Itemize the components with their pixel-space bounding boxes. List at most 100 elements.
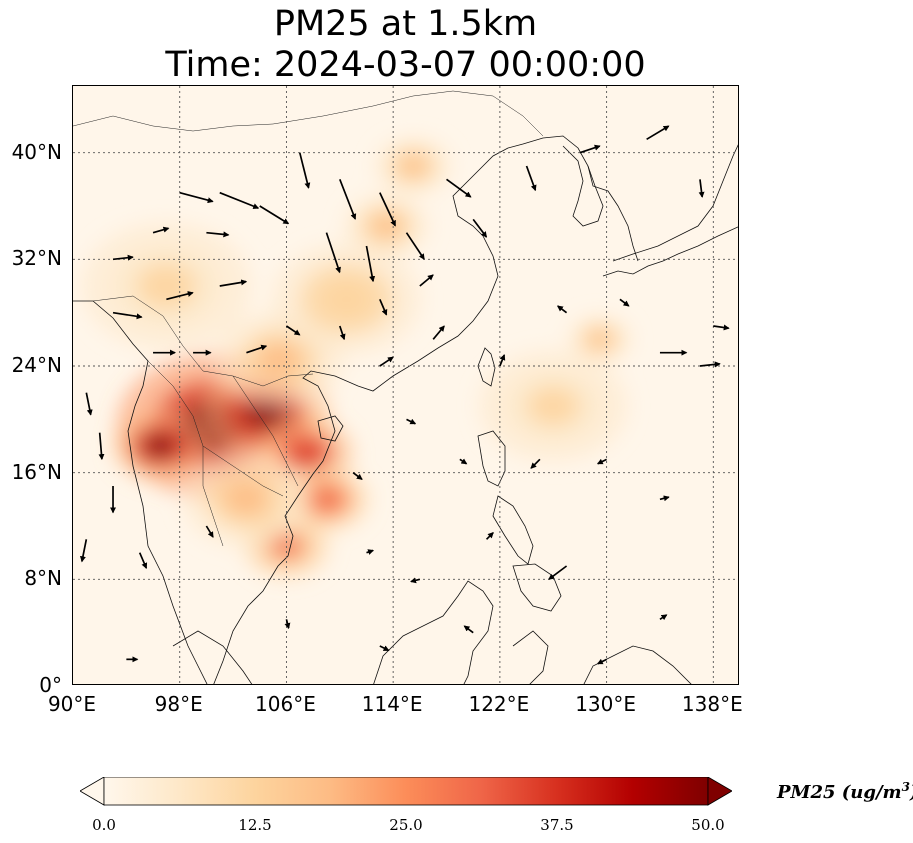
wind-arrow xyxy=(525,165,537,192)
wind-arrow xyxy=(112,311,143,320)
graticule xyxy=(73,86,738,684)
map-panel xyxy=(72,85,739,685)
colorbar-tick-label: 25.0 xyxy=(389,816,423,834)
hainan-coastline xyxy=(317,415,344,442)
colorbar-tick-label: 50.0 xyxy=(691,816,725,834)
longitude-tick-label: 130°E xyxy=(575,692,636,716)
wind-arrow xyxy=(138,552,148,569)
pm25-hotspot xyxy=(257,342,302,376)
wind-arrow xyxy=(179,191,214,204)
wind-arrow xyxy=(530,458,541,469)
borneo-coastline xyxy=(373,580,494,684)
wind-arrow xyxy=(284,619,291,630)
wind-arrow xyxy=(85,392,93,416)
indochina-borders xyxy=(147,360,299,547)
colorbar-label-text: PM25 (ug/m xyxy=(777,782,902,803)
wind-arrow xyxy=(406,418,417,425)
wind-arrow xyxy=(659,495,670,502)
longitude-tick-label: 106°E xyxy=(255,692,316,716)
longitude-tick-label: 138°E xyxy=(681,692,743,716)
longitude-tick-label: 98°E xyxy=(154,692,203,716)
longitude-tick-label: 90°E xyxy=(47,692,97,716)
latitude-tick-label: 0° xyxy=(39,673,62,697)
map-title-line-2: Time: 2024-03-07 00:00:00 xyxy=(165,45,646,85)
latitude-tick-label: 24°N xyxy=(11,353,62,377)
colorbar-extend-high xyxy=(707,777,732,806)
colorbar-label-exponent: 3 xyxy=(901,780,910,794)
wind-arrow xyxy=(98,432,105,461)
wind-arrow xyxy=(699,361,721,368)
wind-arrow xyxy=(410,577,421,584)
wind-arrow xyxy=(205,525,214,538)
wind-arrow xyxy=(646,125,670,141)
wind-arrow xyxy=(325,232,341,274)
wind-arrow xyxy=(419,274,434,287)
wind-arrow xyxy=(79,539,88,563)
wind-arrow xyxy=(206,231,230,238)
wind-arrow xyxy=(659,614,668,621)
pm25-hotspot xyxy=(290,440,323,465)
wind-arrow xyxy=(556,305,568,314)
longitude-tick-label: 122°E xyxy=(468,692,530,716)
wind-arrow xyxy=(485,532,494,540)
pm25-hotspot xyxy=(527,386,579,426)
wind-arrow xyxy=(379,356,394,367)
wind-arrow xyxy=(548,565,568,580)
pm25-hotspot xyxy=(143,433,176,459)
country-borders xyxy=(73,90,544,547)
china-southern-border xyxy=(92,295,314,387)
colorbar-gradient xyxy=(103,777,709,806)
colorbar-extend-low xyxy=(80,777,105,806)
wind-arrow xyxy=(619,298,630,307)
sumatra-malaya-coastline xyxy=(172,630,253,684)
pm25-hotspot xyxy=(371,214,402,238)
wind-arrow xyxy=(339,179,357,220)
wind-arrow xyxy=(219,191,260,209)
wind-arrow xyxy=(112,254,134,261)
longitude-tick-label: 114°E xyxy=(361,692,423,716)
wind-arrow xyxy=(713,324,730,331)
wind-arrow xyxy=(219,279,248,287)
latitude-tick-label: 40°N xyxy=(11,139,62,164)
philippines-coastline xyxy=(477,430,562,612)
wind-arrow xyxy=(166,291,194,301)
pm25-hotspot xyxy=(588,331,611,348)
wind-arrow xyxy=(446,178,472,198)
latitude-tick-label: 16°N xyxy=(11,459,62,484)
wind-arrow xyxy=(472,218,488,238)
japan-coastline xyxy=(602,144,738,277)
pm25-hotspot xyxy=(224,482,269,516)
wind-arrow xyxy=(379,192,396,227)
wind-arrow xyxy=(405,232,425,260)
wind-arrow xyxy=(596,458,607,465)
wind-vector-field xyxy=(79,125,730,665)
wind-arrow xyxy=(459,458,468,465)
colorbar-label: PM25 (ug/m3) xyxy=(777,780,913,803)
colorbar-tick-label: 12.5 xyxy=(238,816,272,834)
pm25-concentration-field xyxy=(81,137,632,579)
wind-arrow xyxy=(379,645,390,652)
korea-coastline xyxy=(562,145,604,227)
colorbar-label-close: ) xyxy=(910,782,913,803)
wind-arrow xyxy=(579,144,601,154)
colorbar xyxy=(80,777,732,806)
wind-arrow xyxy=(499,354,506,367)
pm25-hotspot xyxy=(399,156,427,176)
colorbar-tick-label: 0.0 xyxy=(92,816,116,834)
map-title-line-1: PM25 at 1.5km xyxy=(273,4,538,44)
wind-arrow xyxy=(463,625,474,634)
asia-mainland-coastline xyxy=(73,135,639,684)
wind-arrow xyxy=(285,325,301,336)
wind-arrow xyxy=(298,152,311,189)
wind-arrow xyxy=(698,179,705,198)
wind-arrow xyxy=(366,549,375,555)
colorbar-tick-label: 37.5 xyxy=(540,816,574,834)
wind-arrow xyxy=(259,205,290,225)
latitude-tick-label: 8°N xyxy=(24,566,62,591)
pm25-hotspot xyxy=(137,263,196,309)
china-northern-border xyxy=(73,90,544,137)
wind-arrow xyxy=(352,471,363,480)
pm25-hotspot xyxy=(311,488,342,511)
coastlines xyxy=(73,135,738,684)
wind-arrow xyxy=(365,245,376,283)
